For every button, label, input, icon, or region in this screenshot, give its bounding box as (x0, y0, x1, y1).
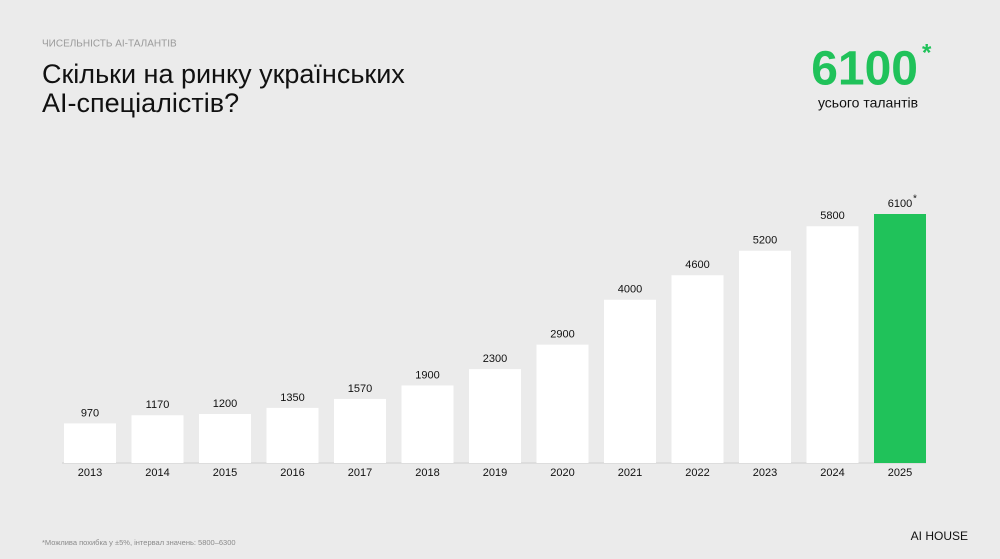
value-label: 1350 (280, 392, 304, 404)
footnote: *Можлива похибка у ±5%, інтервал значень… (42, 538, 236, 547)
value-label: 5800 (820, 210, 844, 222)
bar (739, 250, 791, 463)
value-label: 5200 (753, 235, 777, 247)
value-label: 1200 (213, 398, 237, 410)
value-label: 1570 (348, 383, 372, 395)
bar (469, 369, 521, 463)
bar (604, 299, 656, 463)
x-tick-label: 2018 (415, 467, 439, 479)
value-label: 6100 (888, 198, 912, 210)
chart-title: AI-спеціалістів? (42, 88, 239, 118)
value-label: 1170 (146, 399, 170, 411)
bar (131, 415, 184, 463)
total-label: усього талантів (818, 95, 918, 111)
value-label: 2900 (550, 329, 574, 341)
x-tick-label: 2014 (145, 467, 169, 479)
brand: AI HOUSE (911, 529, 968, 543)
bar (671, 275, 724, 463)
x-tick-label: 2016 (280, 467, 304, 479)
value-label: 1900 (415, 369, 439, 381)
x-tick-label: 2015 (213, 467, 237, 479)
total-note-marker: * (922, 39, 932, 66)
value-label: 4600 (685, 259, 709, 271)
value-label: 970 (81, 407, 99, 419)
bar (266, 407, 319, 463)
x-tick-label: 2024 (820, 467, 844, 479)
kicker: ЧИСЕЛЬНІСТЬ AI-ТАЛАНТІВ (42, 39, 177, 50)
x-tick-label: 2021 (618, 467, 642, 479)
x-tick-label: 2025 (888, 467, 912, 479)
value-label: 2300 (483, 353, 507, 365)
x-tick-label: 2017 (348, 467, 372, 479)
note-marker: * (913, 194, 917, 205)
bar (334, 398, 386, 463)
chart-title: Скільки на ринку українських (42, 59, 405, 89)
bar (199, 414, 251, 463)
total-value: 6100 (811, 43, 918, 96)
bar (401, 385, 454, 463)
bar (874, 214, 926, 463)
x-tick-label: 2022 (685, 467, 709, 479)
x-tick-label: 2023 (753, 467, 777, 479)
x-tick-label: 2013 (78, 467, 102, 479)
x-tick-label: 2019 (483, 467, 507, 479)
x-tick-label: 2020 (550, 467, 574, 479)
value-label: 4000 (618, 284, 642, 296)
bar (536, 344, 589, 463)
bar (806, 226, 859, 463)
bar (64, 423, 116, 463)
